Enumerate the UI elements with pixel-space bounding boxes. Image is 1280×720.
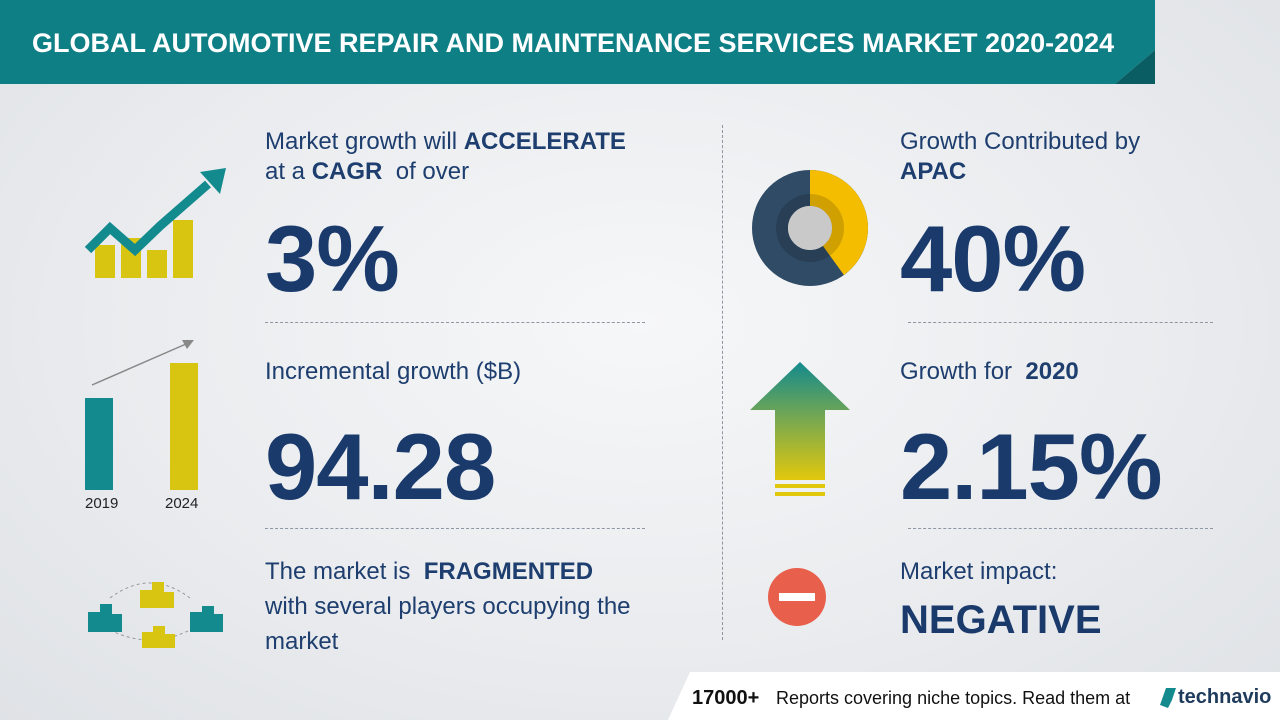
row-divider <box>265 322 645 323</box>
row-divider <box>908 528 1213 529</box>
text: Growth for <box>900 358 1013 385</box>
incremental-label: Incremental growth ($B) <box>265 358 522 385</box>
up-arrow-icon <box>750 362 850 496</box>
negative-icon <box>768 568 826 626</box>
brand-logo <box>1160 688 1176 708</box>
structure-line: The market is FRAGMENTED <box>265 558 593 586</box>
icon-label: 2019 <box>85 495 119 512</box>
cagr-line: Market growth will ACCELERATE <box>265 128 626 156</box>
emphasis: CAGR <box>311 158 383 185</box>
title-bar <box>0 0 1155 84</box>
text: of over <box>395 158 470 185</box>
impact-value: NEGATIVE <box>900 598 1102 642</box>
incremental-value: 94.28 <box>265 414 496 519</box>
trend-icon <box>84 168 226 278</box>
region-label: Growth Contributed by <box>900 128 1141 155</box>
structure-line: market <box>265 628 339 655</box>
text: The market is <box>265 558 411 585</box>
region-value: 40% <box>900 206 1086 311</box>
buildings-icon <box>88 582 223 648</box>
bars-icon <box>85 340 198 490</box>
column-divider <box>722 125 723 640</box>
text: at a <box>265 158 306 185</box>
footer-text: Reports covering niche topics. Read them… <box>776 688 1131 708</box>
impact-label: Market impact: <box>900 558 1058 585</box>
region-name: APAC <box>900 158 967 185</box>
text: Market growth will <box>265 128 458 155</box>
structure-line: with several players occupying the <box>265 593 631 620</box>
yoy-value: 2.15% <box>900 414 1163 519</box>
footer-brand[interactable]: technavio <box>1178 686 1272 708</box>
footer-bar <box>668 672 1280 720</box>
cagr-value: 3% <box>265 206 400 311</box>
year: 2020 <box>1025 358 1079 385</box>
donut-icon <box>752 170 868 286</box>
row-divider <box>265 528 645 529</box>
page-title: GLOBAL AUTOMOTIVE REPAIR AND MAINTENANCE… <box>32 28 1115 58</box>
cagr-line: at a CAGR of over <box>265 158 469 186</box>
footer-count: 17000+ <box>692 687 760 709</box>
yoy-line: Growth for 2020 <box>900 358 1079 386</box>
icon-label: 2024 <box>165 495 199 512</box>
emphasis: ACCELERATE <box>463 128 626 155</box>
title-bar-fold <box>1115 50 1155 84</box>
emphasis: FRAGMENTED <box>423 558 594 585</box>
row-divider <box>908 322 1213 323</box>
